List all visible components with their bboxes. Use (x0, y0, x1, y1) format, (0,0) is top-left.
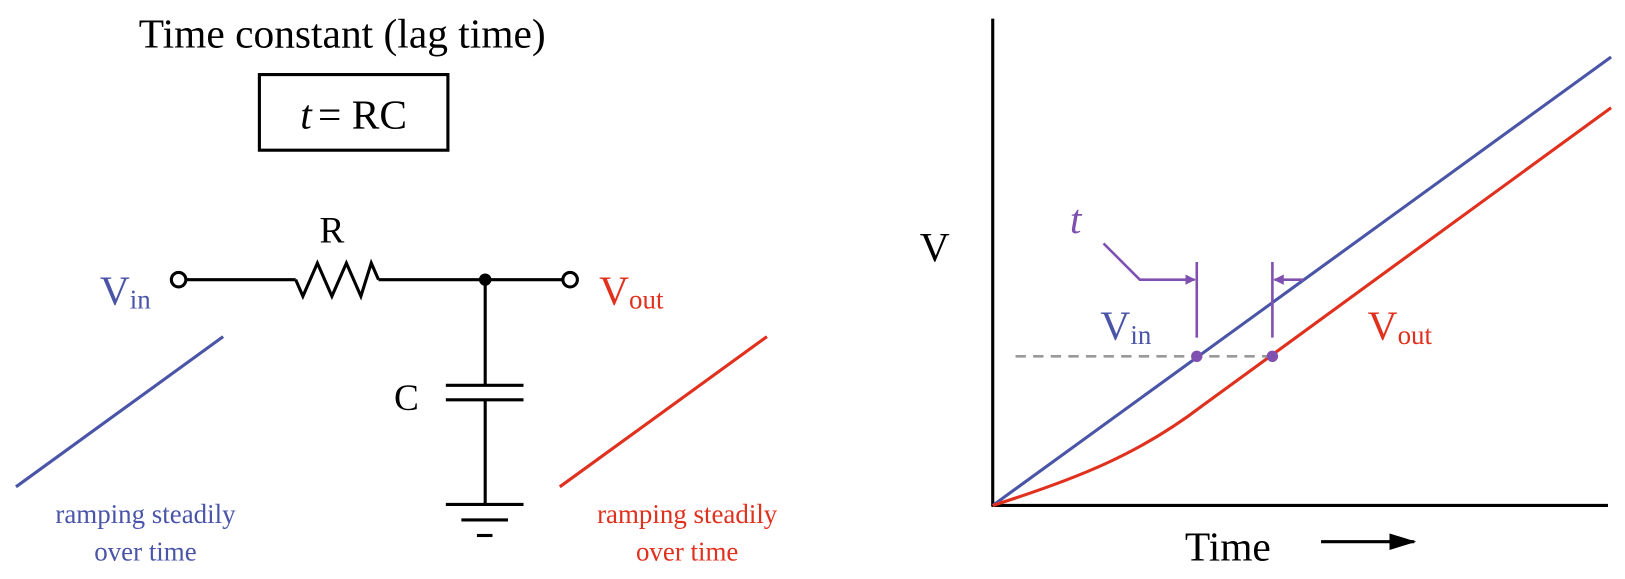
output-ramp (558, 335, 768, 489)
y-axis-label: V (920, 224, 950, 270)
resistor-label: R (319, 210, 344, 251)
input-label: Vin (100, 268, 151, 315)
output-note: over time (636, 536, 738, 566)
title: Time constant (lag time) (139, 11, 546, 58)
junction-dot (478, 273, 492, 286)
formula-rest: = RC (318, 91, 407, 137)
input-point (1191, 350, 1203, 363)
graph-output-label: Vout (1368, 303, 1433, 350)
formula-box (257, 73, 450, 152)
graph-output-sub: out (1398, 320, 1433, 350)
input-main: V (100, 268, 130, 314)
output-sub: out (629, 285, 664, 315)
lag-markers (1102, 242, 1304, 338)
graph-input-sub: in (1130, 320, 1151, 350)
graph-input-label: Vin (1100, 303, 1151, 350)
output-point (1266, 350, 1279, 363)
graph-output-main: V (1368, 303, 1398, 349)
input-ramp (15, 335, 225, 489)
circuit (169, 258, 579, 538)
output-curve (992, 106, 1613, 507)
output-note: ramping steadily (597, 499, 778, 529)
input-curve (991, 55, 1612, 507)
formula: t = RC (300, 91, 407, 137)
graph-input-main: V (1100, 303, 1130, 349)
graph-axes (991, 18, 1608, 508)
x-axis-label: Time (1185, 523, 1271, 569)
output-main: V (599, 268, 629, 314)
capacitor-label: C (394, 378, 419, 419)
formula-variable: t (300, 91, 313, 137)
output-label: Vout (599, 268, 664, 315)
lag-label: t (1070, 196, 1083, 242)
input-sub: in (130, 285, 151, 315)
input-note: over time (94, 536, 196, 566)
input-note: ramping steadily (55, 499, 236, 529)
